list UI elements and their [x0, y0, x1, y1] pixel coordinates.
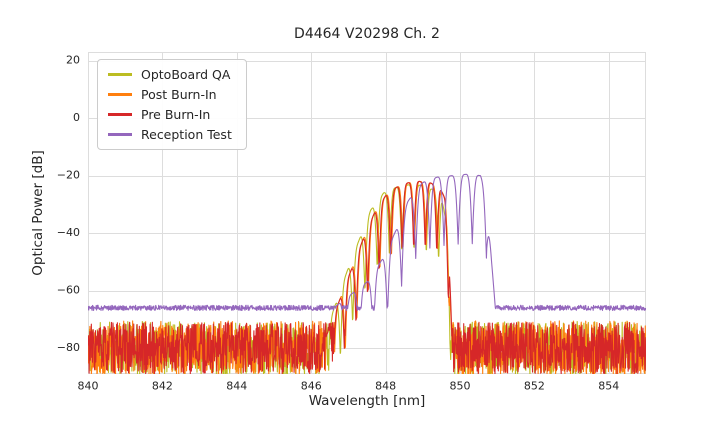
legend-line-swatch [108, 73, 132, 76]
legend-line-swatch [108, 113, 132, 116]
legend-line-swatch [108, 93, 132, 96]
y-axis-label: Optical Power [dB] [30, 150, 46, 276]
legend-line-swatch [108, 133, 132, 136]
legend-item-label: Post Burn-In [141, 87, 217, 102]
legend-item: Reception Test [108, 127, 232, 142]
legend-item-label: Pre Burn-In [141, 107, 211, 122]
legend-item: OptoBoard QA [108, 67, 232, 82]
legend-item-label: Reception Test [141, 127, 232, 142]
x-axis-label: Wavelength [nm] [308, 393, 426, 409]
legend-item: Post Burn-In [108, 87, 232, 102]
legend: OptoBoard QA Post Burn-In Pre Burn-In Re… [97, 59, 247, 150]
legend-item: Pre Burn-In [108, 107, 232, 122]
chart-title: D4464 V20298 Ch. 2 [294, 26, 440, 42]
legend-item-label: OptoBoard QA [141, 67, 231, 82]
